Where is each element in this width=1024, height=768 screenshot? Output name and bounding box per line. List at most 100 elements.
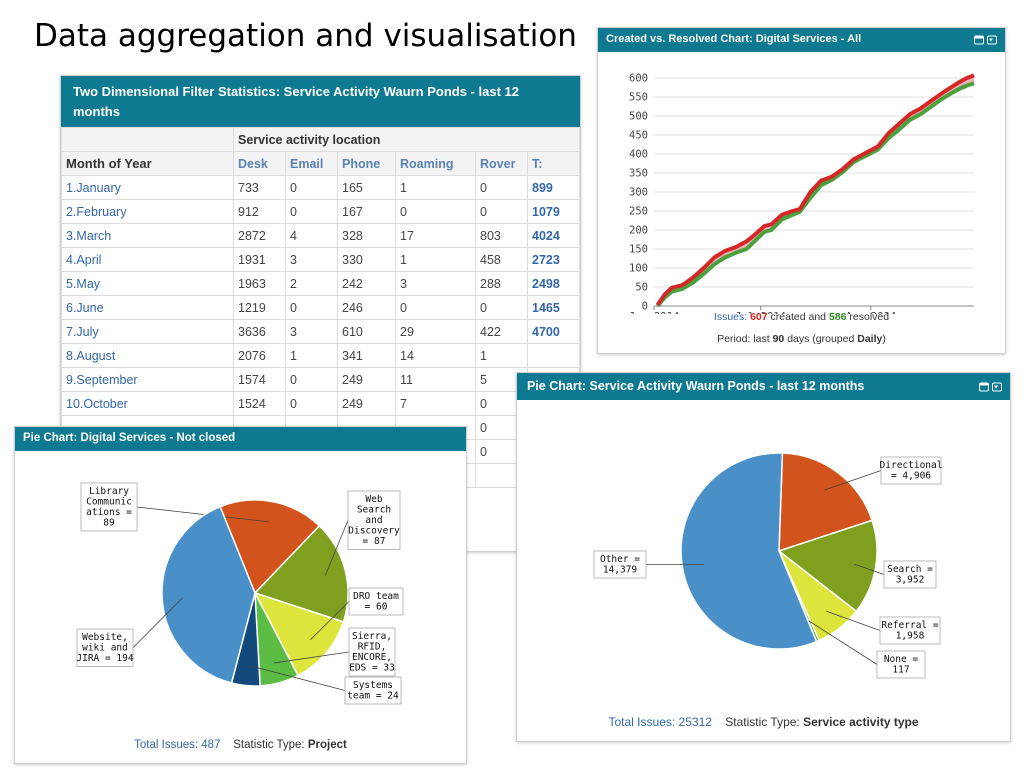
value-cell: 0 — [285, 175, 338, 200]
pie-label: Discovery — [348, 526, 400, 537]
x-tick-label: Jun-2014 — [629, 311, 680, 314]
y-tick-label: 450 — [629, 130, 648, 142]
total-issues-value[interactable]: 487 — [201, 739, 221, 751]
pie-slice[interactable] — [253, 524, 349, 623]
pie-slice[interactable] — [778, 452, 874, 553]
pie-slice[interactable] — [219, 499, 321, 595]
month-cell[interactable]: 6.June — [61, 295, 234, 320]
value-cell: 912 — [233, 199, 286, 224]
value-cell: 17 — [395, 223, 476, 248]
value-cell: 3636 — [233, 319, 286, 344]
gadget-menu-icon[interactable] — [992, 382, 1002, 391]
total-cell[interactable]: 2723 — [527, 247, 580, 272]
gadget-title[interactable]: Two Dimensional Filter Statistics: Servi… — [61, 76, 580, 127]
series-line-resolved[interactable] — [656, 81, 975, 308]
pie-label-leader — [247, 664, 346, 691]
table-row: 5.May 1963 2 242 3 288 2498 — [61, 271, 580, 296]
pie-slice[interactable] — [253, 591, 345, 677]
gadget-title[interactable]: Created vs. Resolved Chart: Digital Serv… — [598, 28, 1005, 52]
created-count[interactable]: 607 — [750, 311, 768, 323]
month-cell[interactable]: 7.July — [61, 319, 234, 344]
maximize-icon[interactable] — [979, 382, 989, 391]
total-issues-label: Total Issues: — [134, 739, 199, 751]
pie-label-box — [80, 482, 138, 532]
month-cell[interactable]: 5.May — [61, 271, 234, 296]
pie-label: ENCORE, — [352, 652, 392, 663]
y-tick-label: 400 — [629, 149, 648, 161]
month-cell[interactable]: 9.September — [61, 367, 234, 392]
total-cell[interactable]: 4024 — [527, 223, 580, 248]
gadget-title[interactable]: Pie Chart: Digital Services - Not closed — [15, 427, 466, 451]
pie-label: JIRA = 194 — [76, 653, 133, 664]
total-cell[interactable] — [527, 343, 580, 368]
maximize-icon[interactable] — [974, 35, 984, 45]
pie-label: Other = — [600, 554, 640, 565]
service-activity-pie-gadget: Pie Chart: Service Activity Waurn Ponds … — [516, 372, 1011, 742]
pie-slice[interactable] — [777, 519, 878, 613]
value-cell: 0 — [285, 295, 338, 320]
value-cell: 2076 — [233, 343, 286, 368]
month-cell[interactable]: 3.March — [61, 223, 234, 248]
col-header-desk[interactable]: Desk — [233, 151, 286, 176]
value-cell: 1 — [475, 343, 528, 368]
month-cell[interactable]: 8.August — [61, 343, 234, 368]
total-issues-value[interactable]: 25312 — [678, 715, 712, 729]
resolved-count[interactable]: 586 — [828, 311, 847, 323]
value-cell: 3 — [285, 247, 338, 272]
pie-slice[interactable] — [161, 505, 256, 684]
pie-label-leader — [132, 597, 183, 649]
value-cell: 1 — [285, 343, 338, 368]
value-cell: 1 — [395, 247, 476, 272]
col-header-roaming[interactable]: Roaming — [395, 151, 476, 176]
value-cell: 0 — [285, 367, 338, 392]
gadget-menu-icon[interactable] — [987, 35, 997, 45]
value-cell: 0 — [395, 199, 476, 224]
pie-label: = 87 — [363, 536, 386, 547]
period-mid: days (grouped — [787, 333, 855, 345]
value-cell: 0 — [475, 199, 528, 224]
value-cell: 29 — [395, 319, 476, 344]
pie1-footer: Total Issues: 487 Statistic Type: Projec… — [15, 739, 466, 751]
value-cell: 1963 — [233, 271, 286, 296]
total-cell[interactable]: 1079 — [527, 199, 580, 224]
total-cell[interactable]: 899 — [527, 175, 580, 200]
y-tick-label: 50 — [635, 282, 648, 294]
pie-label: RFID, — [358, 642, 387, 653]
y-tick-label: 500 — [629, 111, 648, 123]
month-cell[interactable]: 10.October — [61, 391, 234, 416]
month-cell[interactable]: 2.February — [61, 199, 234, 224]
period-days: 90 — [772, 333, 785, 345]
value-cell: 7 — [395, 391, 476, 416]
pie-label: = 60 — [365, 602, 388, 613]
col-header-rover[interactable]: Rover — [475, 151, 528, 176]
value-cell: 14 — [395, 343, 476, 368]
col-header-total[interactable]: T: — [527, 151, 580, 176]
total-cell[interactable]: 2498 — [527, 271, 580, 296]
total-cell[interactable]: 4700 — [527, 319, 580, 344]
table-row: 4.April 1931 3 330 1 458 2723 — [61, 247, 580, 272]
period-summary: Period: last 90 days (grouped Daily) — [598, 333, 1005, 345]
pie-slice[interactable] — [680, 452, 818, 650]
gadget-title[interactable]: Pie Chart: Service Activity Waurn Ponds … — [517, 373, 1010, 400]
month-cell[interactable]: 4.April — [61, 247, 234, 272]
month-cell[interactable]: 1.January — [61, 175, 234, 200]
value-cell: 0 — [285, 199, 338, 224]
col-header-phone[interactable]: Phone — [337, 151, 396, 176]
y-tick-label: 0 — [642, 301, 648, 313]
pie-label-box — [876, 650, 926, 679]
pie-label: Search = — [887, 564, 933, 575]
period-end: ) — [882, 333, 886, 345]
value-cell: 341 — [337, 343, 396, 368]
col-header-email[interactable]: Email — [285, 151, 338, 176]
pie-label: Website, — [82, 632, 128, 643]
table-row: 7.July 3636 3 610 29 422 4700 — [61, 319, 580, 344]
value-cell: 165 — [337, 175, 396, 200]
table-row: 8.August 2076 1 341 14 1 — [61, 343, 580, 368]
value-cell: 3 — [395, 271, 476, 296]
total-cell[interactable]: 1465 — [527, 295, 580, 320]
total-issues-label: Total Issues: — [608, 715, 676, 729]
series-line-created[interactable] — [655, 73, 975, 306]
value-cell: 1219 — [233, 295, 286, 320]
pie-label: None = — [884, 654, 919, 665]
value-cell: 330 — [337, 247, 396, 272]
